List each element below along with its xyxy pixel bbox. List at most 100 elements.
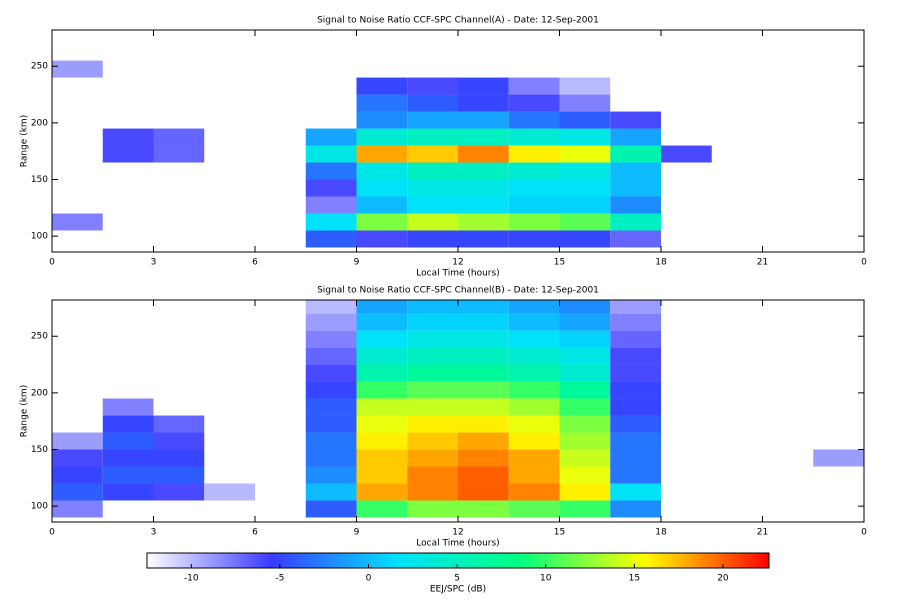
x-tick-label: 6 xyxy=(252,258,258,268)
y-tick-label: 150 xyxy=(31,175,48,185)
cell xyxy=(153,128,205,146)
cell xyxy=(407,415,458,433)
cell xyxy=(458,466,509,484)
cell xyxy=(559,364,611,382)
cell xyxy=(610,313,661,331)
cell xyxy=(508,415,560,433)
x-axis-label: Local Time (hours) xyxy=(416,269,499,279)
colorbar-tick-label: 10 xyxy=(540,574,552,584)
cell xyxy=(559,483,611,501)
cell xyxy=(407,381,458,399)
colorbar xyxy=(146,552,770,569)
x-axis-label: Local Time (hours) xyxy=(416,539,499,549)
cell xyxy=(661,145,712,163)
cell xyxy=(153,415,205,433)
cell xyxy=(559,145,611,163)
cell xyxy=(458,313,509,331)
cell xyxy=(305,179,357,197)
cell xyxy=(305,381,357,399)
x-tick-label: 21 xyxy=(757,258,768,268)
cell xyxy=(458,77,509,95)
cell xyxy=(559,128,611,146)
cell xyxy=(153,145,205,163)
x-tick-label: 0 xyxy=(49,528,55,538)
y-tick-label: 250 xyxy=(31,332,48,342)
cell xyxy=(305,364,357,382)
cell xyxy=(559,500,611,518)
y-tick-label: 150 xyxy=(31,445,48,455)
x-tick-label: 9 xyxy=(354,528,360,538)
y-tick-label: 100 xyxy=(31,232,48,242)
cell xyxy=(458,347,509,365)
cell xyxy=(458,449,509,467)
cell xyxy=(610,381,661,399)
cell xyxy=(508,330,560,348)
x-tick-label: 3 xyxy=(151,528,157,538)
cell xyxy=(305,145,357,163)
cell xyxy=(407,500,458,518)
cell xyxy=(559,300,611,314)
cell xyxy=(559,432,611,450)
cell xyxy=(458,483,509,501)
colorbar-tick-label: 5 xyxy=(454,574,460,584)
cell xyxy=(356,145,408,163)
x-tick-label: 3 xyxy=(151,258,157,268)
cell xyxy=(559,162,611,180)
cell xyxy=(610,347,661,365)
cell xyxy=(610,300,661,314)
cell xyxy=(153,483,205,501)
cell xyxy=(102,415,154,433)
cell xyxy=(508,145,560,163)
cell xyxy=(52,449,103,467)
cell xyxy=(356,111,408,129)
cell xyxy=(305,128,357,146)
cell xyxy=(508,128,560,146)
cell xyxy=(356,196,408,214)
cell xyxy=(52,432,103,450)
cell xyxy=(407,347,458,365)
cell xyxy=(610,432,661,450)
cell xyxy=(610,145,661,163)
colorbar-tick-label: 20 xyxy=(717,574,729,584)
cell xyxy=(458,432,509,450)
cell xyxy=(102,398,154,416)
cells xyxy=(52,300,864,518)
cell xyxy=(508,94,560,112)
chart-title: Signal to Noise Ratio CCF-SPC Channel(B)… xyxy=(317,286,599,296)
cell xyxy=(508,162,560,180)
cell xyxy=(356,347,408,365)
cell xyxy=(356,415,408,433)
cell xyxy=(610,483,661,501)
cell xyxy=(305,449,357,467)
cell xyxy=(458,398,509,416)
cell xyxy=(407,313,458,331)
cell xyxy=(559,196,611,214)
cell xyxy=(102,449,154,467)
cell xyxy=(102,483,154,501)
cell xyxy=(407,77,458,95)
cell xyxy=(508,398,560,416)
cell xyxy=(508,300,560,314)
cell xyxy=(305,300,357,314)
cell xyxy=(508,347,560,365)
cell xyxy=(508,196,560,214)
cell xyxy=(153,449,205,467)
cell xyxy=(559,381,611,399)
colorbar-tick-label: -10 xyxy=(184,574,199,584)
cell xyxy=(407,128,458,146)
cells xyxy=(52,60,712,248)
cell xyxy=(559,415,611,433)
cell xyxy=(458,300,509,314)
cell xyxy=(458,364,509,382)
cell xyxy=(356,300,408,314)
cell xyxy=(458,230,509,248)
cell xyxy=(610,213,661,231)
x-tick-label: 12 xyxy=(452,528,463,538)
cell xyxy=(458,128,509,146)
cell xyxy=(305,330,357,348)
y-axis-label: Range (km) xyxy=(20,115,30,167)
cell xyxy=(407,300,458,314)
cell xyxy=(102,128,154,146)
cell xyxy=(305,432,357,450)
cell xyxy=(52,483,103,501)
